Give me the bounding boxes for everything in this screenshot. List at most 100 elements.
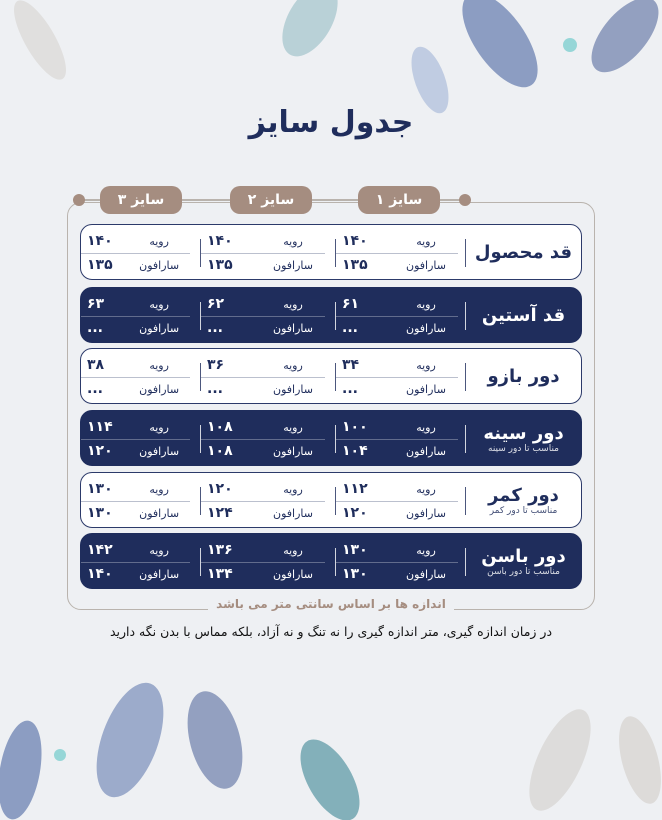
sarafan-value: ۱۳۵ xyxy=(87,257,113,273)
size-2-cell: رویه ۱۰۸ سارافون ۱۰۸ xyxy=(201,415,331,463)
table-row: قد محصول رویه ۱۴۰ سارافون ۱۳۵ رویه ۱۴۰ سارا… xyxy=(80,224,582,280)
column-divider xyxy=(464,487,466,515)
outer-label: رویه xyxy=(283,297,303,311)
sarafan-value: ۱۳۰ xyxy=(87,505,113,521)
outer-value: ۳۶ xyxy=(207,357,225,373)
sarafan-line: سارافون... xyxy=(336,377,464,401)
outer-value: ۱۰۰ xyxy=(342,419,368,435)
outer-value: ۱۳۶ xyxy=(207,542,233,558)
sarafan-value: ۱۰۸ xyxy=(207,443,233,459)
measure-name: دور باسن xyxy=(481,545,566,567)
size-3-cell: رویه ۱۴۰ سارافون ۱۳۵ xyxy=(81,229,196,277)
outer-line: رویه ۱۳۶ xyxy=(201,538,331,562)
sarafan-line: سارافون ۱۳۴ xyxy=(201,562,331,586)
size-1-cell: رویه ۶۱ سارافون... xyxy=(336,292,464,340)
sarafan-value: ۱۲۰ xyxy=(342,505,368,521)
unit-note-text: اندازه ها بر اساس سانتی متر می باشد xyxy=(208,597,454,611)
sarafan-value: ۱۲۰ xyxy=(87,443,113,459)
sarafan-value: ۱۳۴ xyxy=(207,566,233,582)
sarafan-label: سارافون xyxy=(406,382,446,396)
outer-line: رویه ۱۴۰ xyxy=(81,229,196,253)
sarafan-label: سارافون xyxy=(273,444,313,458)
cell-divider xyxy=(201,562,325,563)
cell-divider xyxy=(336,562,458,563)
measure-name: قد محصول xyxy=(474,241,573,263)
outer-value: ۶۱ xyxy=(342,296,360,312)
size-3-cell: رویه ۱۳۰ سارافون ۱۳۰ xyxy=(81,477,196,525)
sarafan-label: سارافون xyxy=(139,567,180,581)
cell-divider xyxy=(201,253,325,254)
sarafan-line: سارافون ۱۳۰ xyxy=(81,501,196,525)
sarafan-line: سارافون... xyxy=(81,377,196,401)
outer-value: ۱۴۲ xyxy=(87,542,113,558)
column-divider xyxy=(334,302,336,330)
sarafan-line: سارافون ۱۳۰ xyxy=(336,562,464,586)
outer-value: ۶۲ xyxy=(207,296,225,312)
outer-line: رویه ۶۱ xyxy=(336,292,464,316)
cell-divider xyxy=(201,501,325,502)
column-divider xyxy=(334,425,336,453)
size-3-cell: رویه ۱۱۴ سارافون ۱۲۰ xyxy=(81,415,196,463)
outer-label: رویه xyxy=(416,297,436,311)
table-row: دور باسن مناسب تا دور باسن رویه ۱۳۰ ساراف… xyxy=(80,533,582,589)
measure-hint: مناسب تا دور سینه xyxy=(488,443,559,454)
outer-label: رویه xyxy=(149,420,169,434)
sarafan-line: سارافون ۱۳۵ xyxy=(81,253,196,277)
outer-value: ۱۴۰ xyxy=(87,233,113,249)
row-label: دور بازو xyxy=(466,349,581,403)
unit-note: اندازه ها بر اساس سانتی متر می باشد xyxy=(0,597,662,611)
sarafan-label: سارافون xyxy=(139,258,180,272)
table-row: دور سینه مناسب تا دور سینه رویه ۱۰۰ ساراف… xyxy=(80,410,582,466)
outer-line: رویه ۳۶ xyxy=(201,353,331,377)
sarafan-line: سارافون... xyxy=(81,316,196,340)
size-1-cell: رویه ۱۰۰ سارافون ۱۰۴ xyxy=(336,415,464,463)
outer-line: رویه ۱۰۸ xyxy=(201,415,331,439)
column-divider xyxy=(334,548,336,576)
outer-value: ۱۱۲ xyxy=(342,481,368,497)
sarafan-line: سارافون ۱۲۰ xyxy=(336,501,464,525)
header-size-2: سایز ۲ xyxy=(230,186,312,214)
outer-label: رویه xyxy=(149,358,169,372)
outer-label: رویه xyxy=(283,482,303,496)
cell-divider xyxy=(336,501,458,502)
size-1-cell: رویه ۱۴۰ سارافون ۱۳۵ xyxy=(336,229,464,277)
size-1-cell: رویه ۱۱۲ سارافون ۱۲۰ xyxy=(336,477,464,525)
outer-value: ۱۴۰ xyxy=(342,233,368,249)
sarafan-value: ۱۴۰ xyxy=(87,566,113,582)
sarafan-label: سارافون xyxy=(406,258,446,272)
column-divider xyxy=(199,487,201,515)
outer-label: رویه xyxy=(416,358,436,372)
outer-label: رویه xyxy=(149,234,169,248)
sarafan-value: ... xyxy=(207,320,223,336)
sarafan-value: ۱۳۰ xyxy=(342,566,368,582)
sarafan-value: ۱۲۴ xyxy=(207,505,233,521)
outer-line: رویه ۱۴۰ xyxy=(336,229,464,253)
outer-line: رویه ۱۳۰ xyxy=(336,538,464,562)
outer-value: ۳۴ xyxy=(342,357,360,373)
cell-divider xyxy=(201,316,325,317)
outer-line: رویه ۱۴۰ xyxy=(201,229,331,253)
column-divider xyxy=(199,363,201,391)
cell-divider xyxy=(201,439,325,440)
outer-line: رویه ۶۳ xyxy=(81,292,196,316)
row-label: دور باسن مناسب تا دور باسن xyxy=(466,534,581,588)
cell-divider xyxy=(336,253,458,254)
header-dot xyxy=(459,194,471,206)
page-title: جدول سایز xyxy=(248,105,414,140)
column-divider xyxy=(464,239,466,267)
outer-value: ۶۳ xyxy=(87,296,105,312)
header-dot xyxy=(73,194,85,206)
sarafan-label: سارافون xyxy=(406,321,446,335)
column-divider xyxy=(464,425,466,453)
outer-value: ۱۲۰ xyxy=(207,481,233,497)
cell-divider xyxy=(201,377,325,378)
sarafan-label: سارافون xyxy=(139,382,180,396)
sarafan-label: سارافون xyxy=(406,506,446,520)
row-label: دور کمر مناسب تا دور کمر xyxy=(466,473,581,527)
sarafan-line: سارافون ۱۴۰ xyxy=(81,562,196,586)
outer-line: رویه ۱۱۲ xyxy=(336,477,464,501)
measure-name: قد آستین xyxy=(481,304,566,326)
cell-divider xyxy=(81,253,190,254)
outer-value: ۳۸ xyxy=(87,357,105,373)
sarafan-line: سارافون... xyxy=(201,316,331,340)
